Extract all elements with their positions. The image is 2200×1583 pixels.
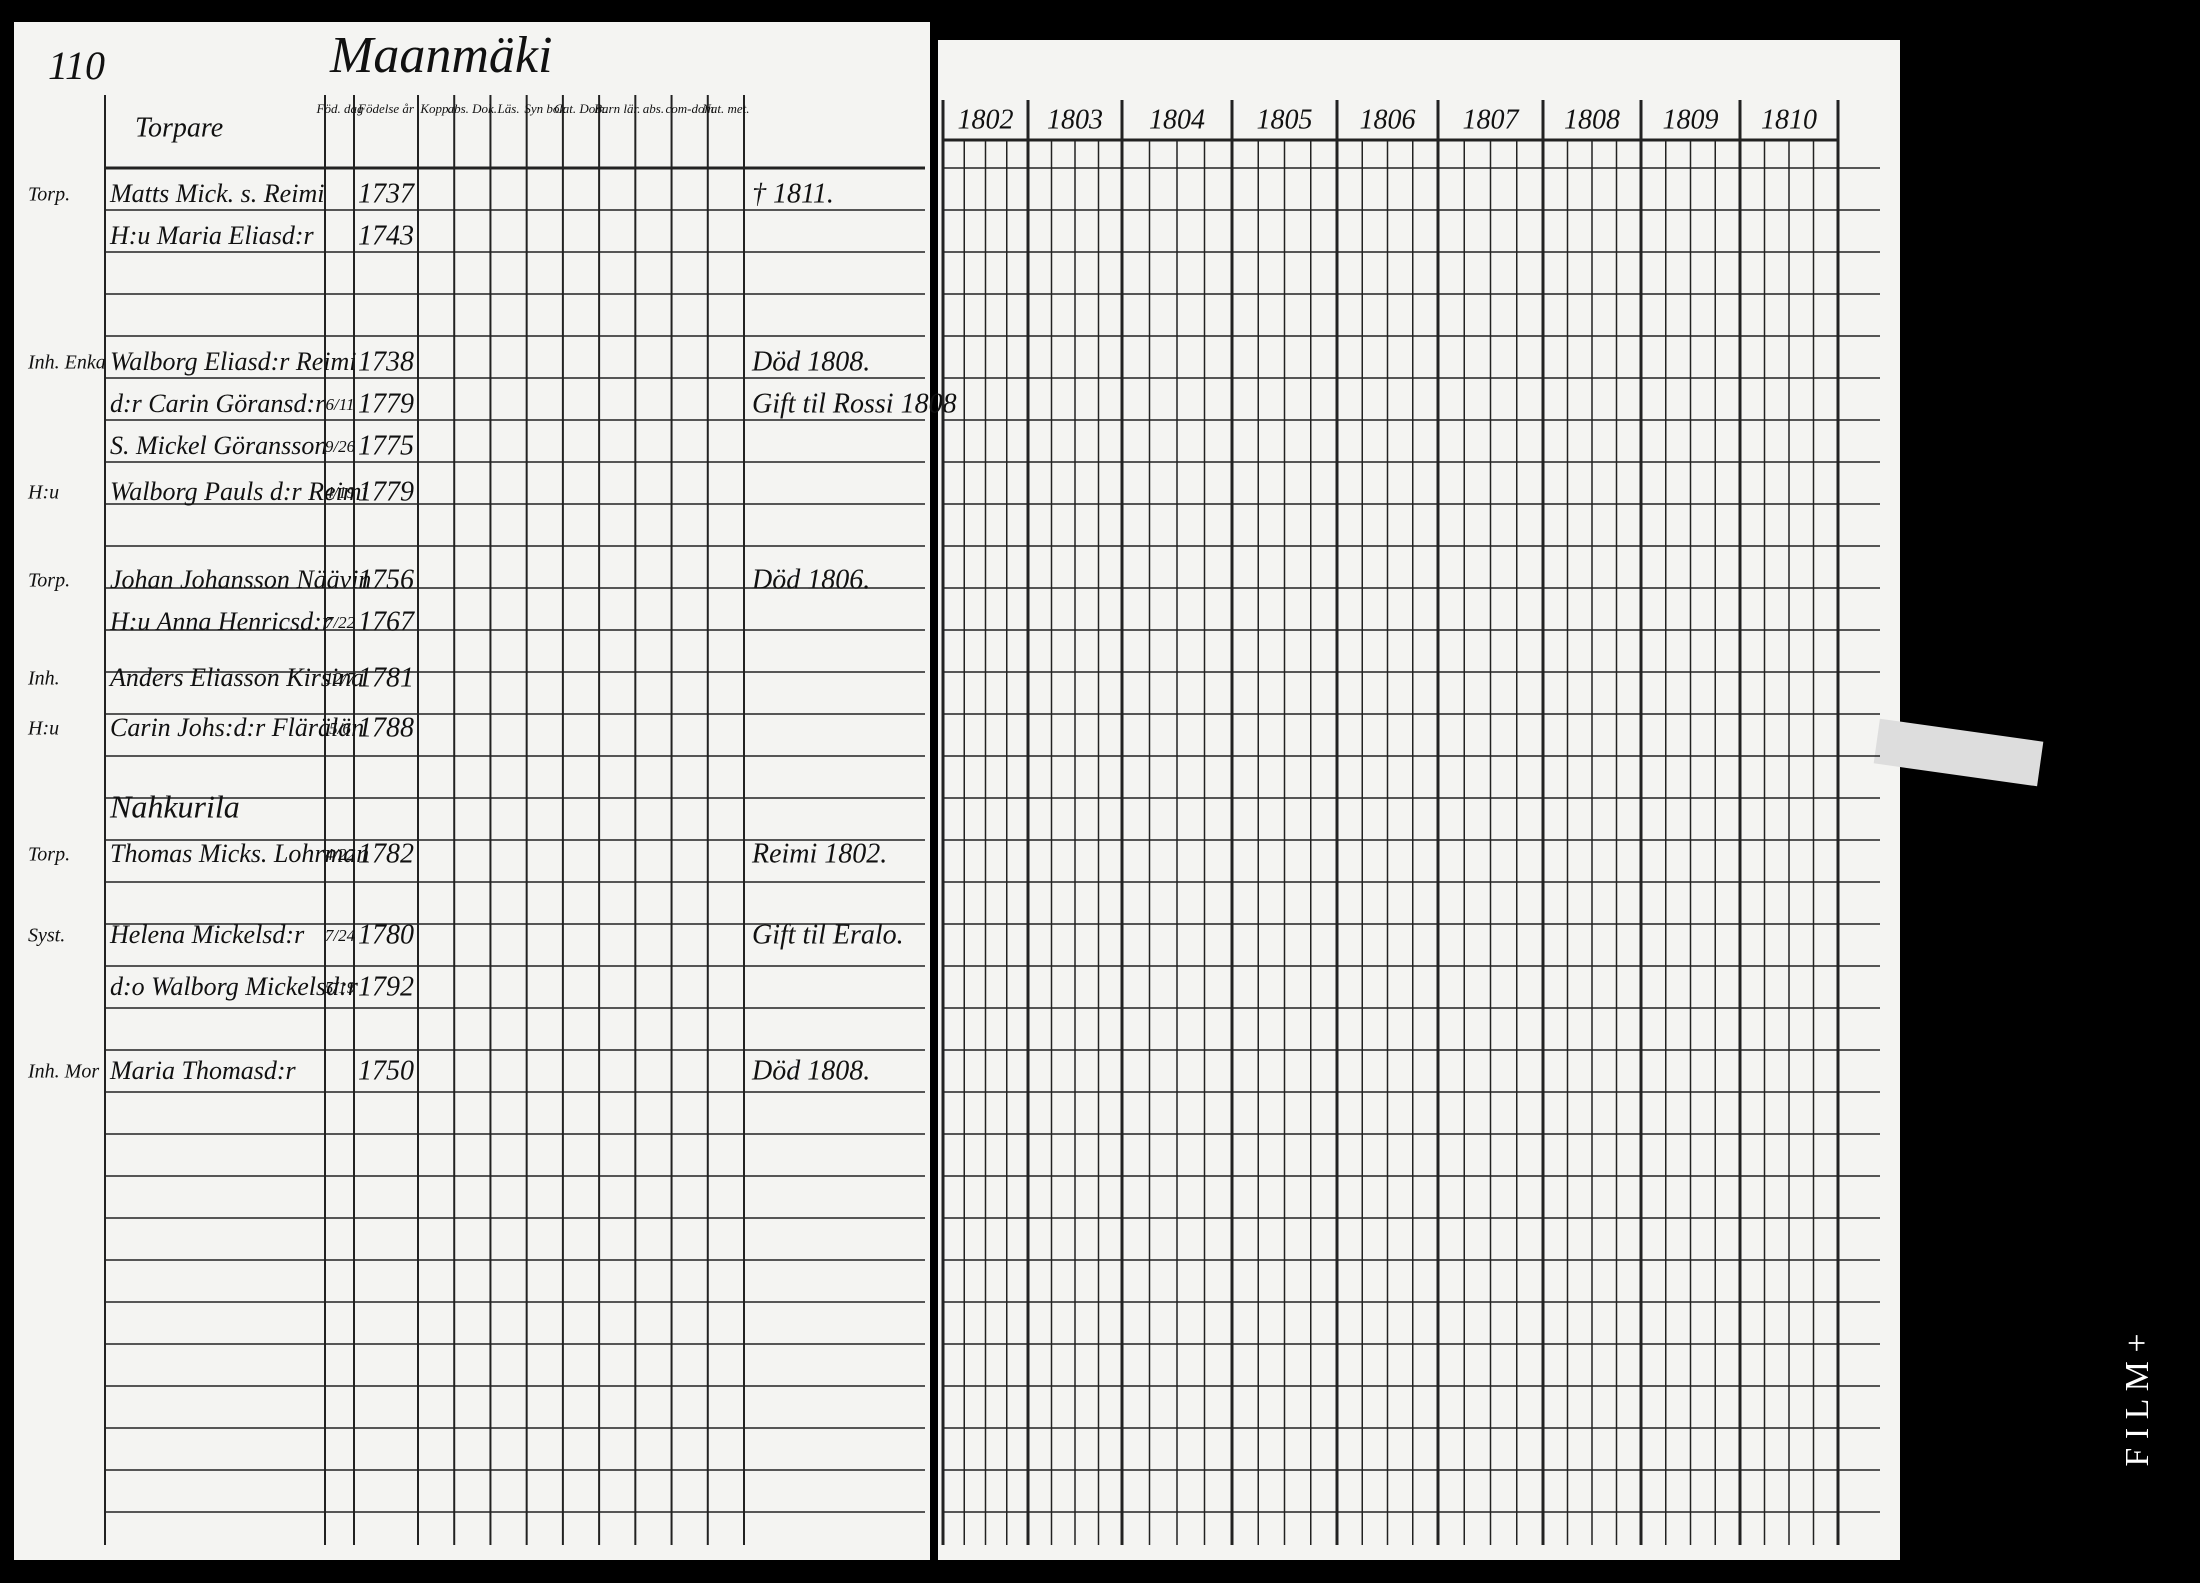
relation: Inh. Enka — [27, 352, 106, 374]
relation: H:u — [27, 482, 59, 504]
year-header: 1805 — [1257, 104, 1313, 135]
relation: Inh. — [27, 668, 60, 690]
note: Död 1806. — [751, 564, 870, 595]
birth-day: 5/19 — [325, 978, 356, 997]
year-header: 1804 — [1149, 104, 1205, 135]
birth-year: 1737 — [358, 178, 415, 209]
column-header: Kopp. — [419, 101, 451, 116]
birth-year: 1779 — [358, 476, 414, 507]
birth-year: 1767 — [358, 606, 415, 637]
person-name: d:o Walborg Mickelsd:r — [110, 972, 359, 1001]
person-name: S. Mickel Göransson — [110, 431, 327, 460]
person-name: d:r Carin Göransd:r — [110, 389, 326, 418]
birth-day: 7/22 — [325, 613, 356, 632]
section-title: Nahkurila — [109, 788, 240, 824]
page-number: 110 — [48, 43, 105, 88]
person-name: Carin Johs:d:r Flärälän — [110, 713, 364, 742]
person-name: Johan Johansson Näävin — [110, 565, 371, 594]
relation: Torp. — [28, 844, 70, 866]
relation: Inh. Mor — [27, 1061, 99, 1083]
column-header: Barn lär. — [594, 101, 640, 116]
column-header: com-dom — [665, 101, 713, 116]
birth-year: 1738 — [358, 346, 414, 377]
birth-year: 1780 — [358, 919, 414, 950]
birth-day: 6/11 — [326, 395, 355, 414]
year-header: 1803 — [1047, 104, 1103, 135]
relation: Torp. — [28, 184, 70, 206]
column-header: abs. — [643, 101, 664, 116]
relation: Torp. — [28, 570, 70, 592]
column-header: Syn bok — [524, 101, 565, 116]
person-name: Helena Mickelsd:r — [109, 920, 305, 949]
birth-day: 7/24 — [325, 926, 356, 945]
name-header: Torpare — [135, 112, 223, 143]
note: Gift til Eralo. — [752, 919, 904, 950]
note: Död 1808. — [751, 346, 870, 377]
left-page — [14, 22, 930, 1560]
person-name: H:u Anna Henricsd:r — [109, 607, 333, 636]
relation: H:u — [27, 718, 59, 740]
year-header: 1810 — [1761, 104, 1817, 135]
birth-day: 4/19 — [325, 483, 356, 502]
birth-day: 9/26 — [325, 437, 356, 456]
birth-year: 1756 — [358, 564, 414, 595]
place-title: Maanmäki — [329, 27, 552, 84]
person-name: Maria Thomasd:r — [109, 1056, 297, 1085]
year-header: 1802 — [958, 104, 1014, 135]
year-header: 1809 — [1663, 104, 1719, 135]
birth-year: 1775 — [358, 430, 414, 461]
person-name: Matts Mick. s. Reimi — [109, 179, 324, 208]
birth-year: 1792 — [358, 971, 414, 1002]
person-name: H:u Maria Eliasd:r — [109, 221, 315, 250]
note: Reimi 1802. — [751, 838, 887, 869]
birth-year: 1782 — [358, 838, 414, 869]
birth-year: 1779 — [358, 388, 414, 419]
birth-day: 12/7 — [325, 669, 357, 688]
column-header: Föd. dag — [316, 101, 364, 116]
column-header: abs. Dok. — [448, 101, 497, 116]
column-header: Läs. — [497, 101, 520, 116]
note: † 1811. — [752, 178, 834, 209]
person-name: Walborg Eliasd:r Reimi — [110, 347, 357, 376]
note: Död 1808. — [751, 1055, 870, 1086]
birth-year: 1788 — [358, 712, 414, 743]
birth-year: 1743 — [358, 220, 414, 251]
birth-year: 1750 — [358, 1055, 414, 1086]
person-name: Thomas Micks. Lohrman — [110, 839, 369, 868]
person-name: Walborg Pauls d:r Reimi — [110, 477, 369, 506]
column-header: Födelse år — [357, 101, 415, 116]
column-header: Cat. Dom. — [554, 101, 608, 116]
column-header: Nat. met. — [701, 101, 749, 116]
year-header: 1808 — [1564, 104, 1620, 135]
person-name: Anders Eliasson Kirsina — [108, 663, 364, 692]
birth-year: 1781 — [358, 662, 414, 693]
note: Gift til Rossi 1808 — [752, 388, 957, 419]
film-mark: F I L M + — [2119, 1333, 2156, 1466]
year-header: 1807 — [1463, 104, 1520, 135]
birth-day: 4/22 — [325, 845, 356, 864]
relation: Syst. — [28, 925, 65, 947]
year-header: 1806 — [1360, 104, 1416, 135]
birth-day: 5/6 — [329, 719, 351, 738]
